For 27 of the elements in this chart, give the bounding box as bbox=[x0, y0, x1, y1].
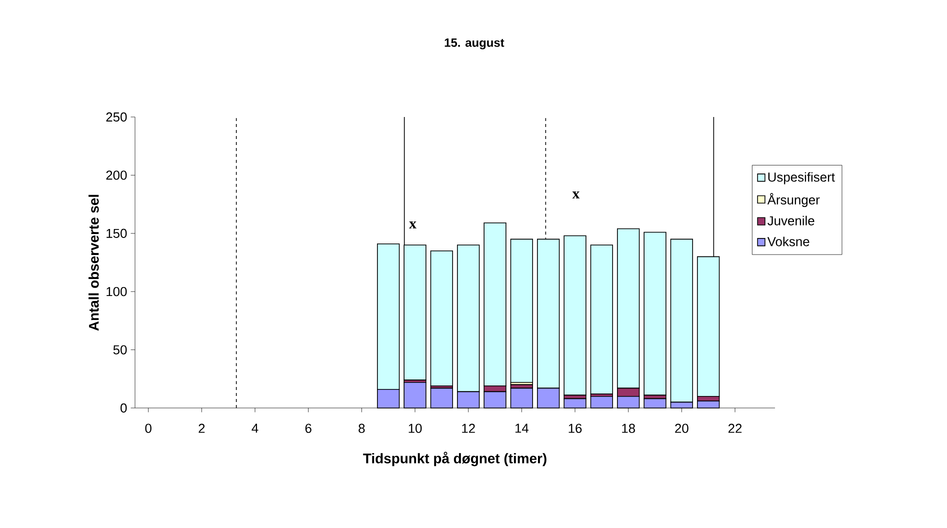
x-tick-label: 18 bbox=[622, 424, 635, 433]
legend-label: Årsunger bbox=[767, 193, 820, 208]
x-tick-label: 6 bbox=[305, 424, 312, 433]
legend-label: Uspesifisert bbox=[768, 172, 835, 184]
x-tick-label: 10 bbox=[408, 424, 422, 433]
x-tick-label: 20 bbox=[675, 424, 688, 433]
x-axis-title: Tidspunkt på døgnet (timer) bbox=[363, 452, 546, 466]
y-tick-label: 250 bbox=[106, 112, 127, 122]
annotation: x bbox=[409, 222, 416, 228]
y-tick-label: 100 bbox=[106, 287, 127, 296]
x-tick-label: 16 bbox=[568, 424, 582, 433]
legend-label: Juvenile bbox=[768, 216, 814, 226]
y-tick-label: 0 bbox=[120, 403, 127, 413]
x-tick-label: 2 bbox=[198, 424, 205, 433]
x-tick-label: 0 bbox=[145, 424, 152, 433]
x-tick-label: 14 bbox=[515, 424, 529, 433]
y-axis-title: Antall observerte sel bbox=[88, 194, 99, 331]
annotation: x bbox=[572, 192, 580, 198]
y-tick-label: 50 bbox=[113, 345, 127, 354]
y-tick-label: 200 bbox=[106, 170, 127, 180]
x-tick-label: 8 bbox=[358, 424, 365, 433]
y-tick-label: 150 bbox=[106, 228, 127, 238]
legend-label: Voksne bbox=[767, 236, 810, 246]
chart-title: 15. august bbox=[444, 38, 504, 50]
x-tick-label: 12 bbox=[462, 424, 475, 433]
x-tick-label: 4 bbox=[252, 424, 258, 433]
x-tick-label: 22 bbox=[728, 424, 742, 433]
